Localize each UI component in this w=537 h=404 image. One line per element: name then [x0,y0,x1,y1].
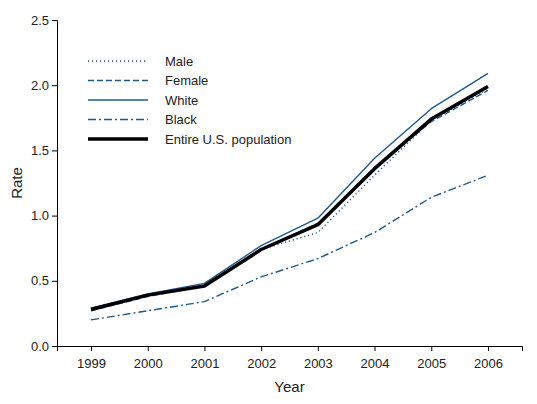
y-tick-mark [52,281,57,282]
x-tick-mark [375,346,376,351]
x-tick: 2001 [190,346,219,371]
legend: Male Female White Black Entire U.S. populati… [88,54,291,147]
x-tick: 2004 [361,346,390,371]
legend-swatch [88,80,148,81]
chart: 0.0 0.5 1.0 1.5 2.0 2.5 1999 2000 2001 2002 2003 20… [0,0,537,404]
legend-swatch [88,99,148,100]
x-tick: 2002 [247,346,276,371]
x-axis: 1999 2000 2001 2002 2003 2004 2005 2006 [58,346,523,371]
y-tick: 0.5 [31,273,57,288]
x-tick-label: 2005 [417,356,446,371]
y-tick: 2.5 [31,13,57,28]
legend-swatch [88,137,148,141]
x-tick-label: 2000 [134,356,163,371]
legend-label: White [165,93,198,108]
y-tick: 1.5 [31,143,57,158]
x-tick: 1999 [77,346,106,371]
y-tick-mark [52,216,57,217]
legend-swatch [88,119,148,120]
x-tick: 2005 [417,346,446,371]
x-tick-mark [431,346,432,351]
x-tick-label: 2006 [474,356,503,371]
series-line [91,73,488,308]
y-axis: 0.0 0.5 1.0 1.5 2.0 2.5 [31,13,58,354]
series-line [91,175,488,320]
y-tick-label: 2.0 [31,78,49,93]
y-tick-mark [52,346,57,347]
x-tick-label: 2001 [190,356,219,371]
x-tick: 2003 [304,346,333,371]
y-tick-mark [52,20,57,21]
legend-label: Black [165,112,197,127]
x-tick-label: 2003 [304,356,333,371]
y-tick-label: 2.5 [31,13,49,28]
x-tick-label: 1999 [77,356,106,371]
legend-swatch [88,60,148,61]
x-tick-mark [318,346,319,351]
legend-label: Entire U.S. population [165,132,291,147]
y-tick-label: 0.0 [31,339,49,354]
y-tick: 1.0 [31,208,57,223]
y-axis-title: Rate [8,167,25,199]
y-tick: 0.0 [31,339,57,354]
y-tick-mark [52,150,57,151]
y-tick-label: 1.0 [31,208,49,223]
x-axis-title: Year [274,378,304,395]
x-axis-line [58,347,523,352]
x-tick-mark [204,346,205,351]
plot-area: 0.0 0.5 1.0 1.5 2.0 2.5 1999 2000 2001 2002 2003 20… [31,13,523,372]
x-tick: 2000 [134,346,163,371]
legend-label: Male [165,54,193,69]
x-tick-mark [91,346,92,351]
x-tick-mark [261,346,262,351]
lines [91,73,488,319]
y-tick-label: 1.5 [31,143,49,158]
x-tick-mark [488,346,489,351]
x-tick-label: 2002 [247,356,276,371]
series-line [91,87,488,310]
y-tick-mark [52,85,57,86]
y-axis-line [52,21,58,347]
x-tick: 2006 [474,346,503,371]
x-tick-label: 2004 [361,356,390,371]
legend-label: Female [165,73,208,88]
y-tick: 2.0 [31,78,57,93]
x-tick-mark [148,346,149,351]
y-tick-label: 0.5 [31,273,49,288]
